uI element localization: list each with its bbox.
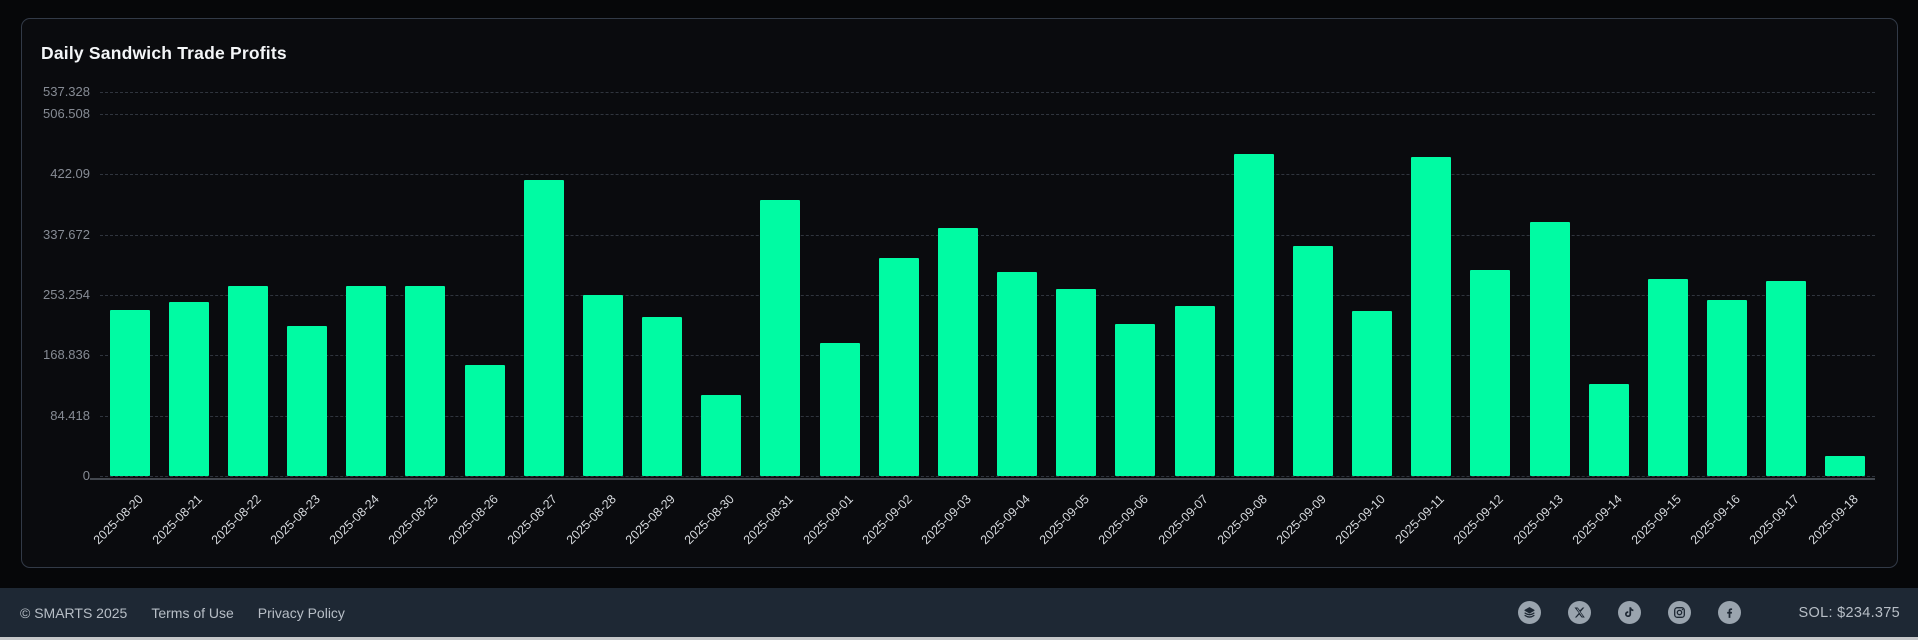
bar-2025-08-25[interactable] bbox=[405, 285, 446, 476]
y-axis-tick-label: 537.328 bbox=[43, 84, 90, 99]
bar-2025-09-10[interactable] bbox=[1352, 311, 1393, 476]
y-axis-tick-label: 253.254 bbox=[43, 287, 90, 302]
bar-2025-09-16[interactable] bbox=[1707, 300, 1748, 476]
social-icon-row bbox=[1517, 601, 1741, 624]
y-axis-tick-label: 168.836 bbox=[43, 347, 90, 363]
bar-2025-09-06[interactable] bbox=[1115, 324, 1156, 476]
bar-2025-08-31[interactable] bbox=[760, 200, 801, 476]
footer-right: SOL: $234.375 bbox=[1517, 601, 1900, 624]
gridline bbox=[100, 295, 1875, 296]
tiktok-icon[interactable] bbox=[1617, 601, 1641, 624]
gridline bbox=[100, 114, 1875, 116]
footer: © SMARTS 2025 Terms of Use Privacy Polic… bbox=[0, 588, 1918, 637]
bar-2025-09-04[interactable] bbox=[997, 272, 1038, 476]
bar-2025-09-12[interactable] bbox=[1470, 270, 1511, 476]
gridline bbox=[100, 415, 1875, 417]
copyright-text: © SMARTS 2025 bbox=[20, 604, 128, 621]
bar-2025-09-18[interactable] bbox=[1825, 456, 1866, 476]
terms-of-use-link[interactable]: Terms of Use bbox=[151, 604, 234, 621]
bar-2025-09-15[interactable] bbox=[1647, 278, 1688, 476]
instagram-icon[interactable] bbox=[1667, 601, 1691, 624]
bar-2025-08-28[interactable] bbox=[582, 295, 623, 476]
bar-2025-09-05[interactable] bbox=[1056, 288, 1097, 476]
bar-2025-09-03[interactable] bbox=[937, 228, 978, 476]
bar-2025-09-09[interactable] bbox=[1292, 246, 1333, 476]
bar-2025-08-26[interactable] bbox=[464, 364, 505, 476]
y-axis-tick-label: 422.09 bbox=[50, 166, 90, 182]
gridline bbox=[100, 234, 1875, 236]
bar-2025-09-08[interactable] bbox=[1233, 154, 1274, 476]
facebook-icon[interactable] bbox=[1717, 601, 1741, 624]
bar-2025-08-30[interactable] bbox=[701, 394, 742, 476]
bar-2025-09-17[interactable] bbox=[1766, 280, 1807, 476]
gridline bbox=[100, 476, 1875, 477]
layers-icon[interactable] bbox=[1517, 601, 1541, 624]
privacy-policy-link[interactable]: Privacy Policy bbox=[257, 604, 345, 621]
bar-2025-08-20[interactable] bbox=[109, 310, 150, 476]
footer-links: © SMARTS 2025 Terms of Use Privacy Polic… bbox=[20, 605, 345, 621]
bar-2025-08-21[interactable] bbox=[168, 302, 209, 476]
bar-2025-09-02[interactable] bbox=[878, 257, 919, 476]
bar-2025-08-29[interactable] bbox=[642, 317, 683, 476]
bar-2025-09-13[interactable] bbox=[1529, 222, 1570, 476]
x-icon[interactable] bbox=[1567, 601, 1591, 624]
sol-price: SOL: $234.375 bbox=[1798, 604, 1900, 621]
bar-2025-09-14[interactable] bbox=[1588, 383, 1629, 476]
gridline bbox=[100, 355, 1875, 357]
gridline bbox=[100, 92, 1875, 93]
y-axis-tick-label: 0 bbox=[82, 468, 90, 483]
y-axis-tick-label: 337.672 bbox=[43, 226, 90, 242]
bar-2025-08-22[interactable] bbox=[227, 286, 268, 476]
bar-2025-08-27[interactable] bbox=[523, 180, 564, 476]
y-axis-tick-label: 84.418 bbox=[50, 407, 90, 423]
bar-2025-09-01[interactable] bbox=[819, 343, 860, 476]
bar-2025-09-07[interactable] bbox=[1174, 305, 1215, 476]
bar-2025-08-23[interactable] bbox=[287, 326, 328, 476]
bar-2025-08-24[interactable] bbox=[346, 285, 387, 476]
bottom-strip bbox=[0, 637, 1918, 640]
bar-2025-09-11[interactable] bbox=[1411, 156, 1452, 476]
gridline bbox=[100, 174, 1875, 176]
y-axis-tick-label: 506.508 bbox=[43, 106, 90, 122]
chart-title: Daily Sandwich Trade Profits bbox=[41, 43, 287, 63]
x-axis-line bbox=[90, 478, 1875, 480]
